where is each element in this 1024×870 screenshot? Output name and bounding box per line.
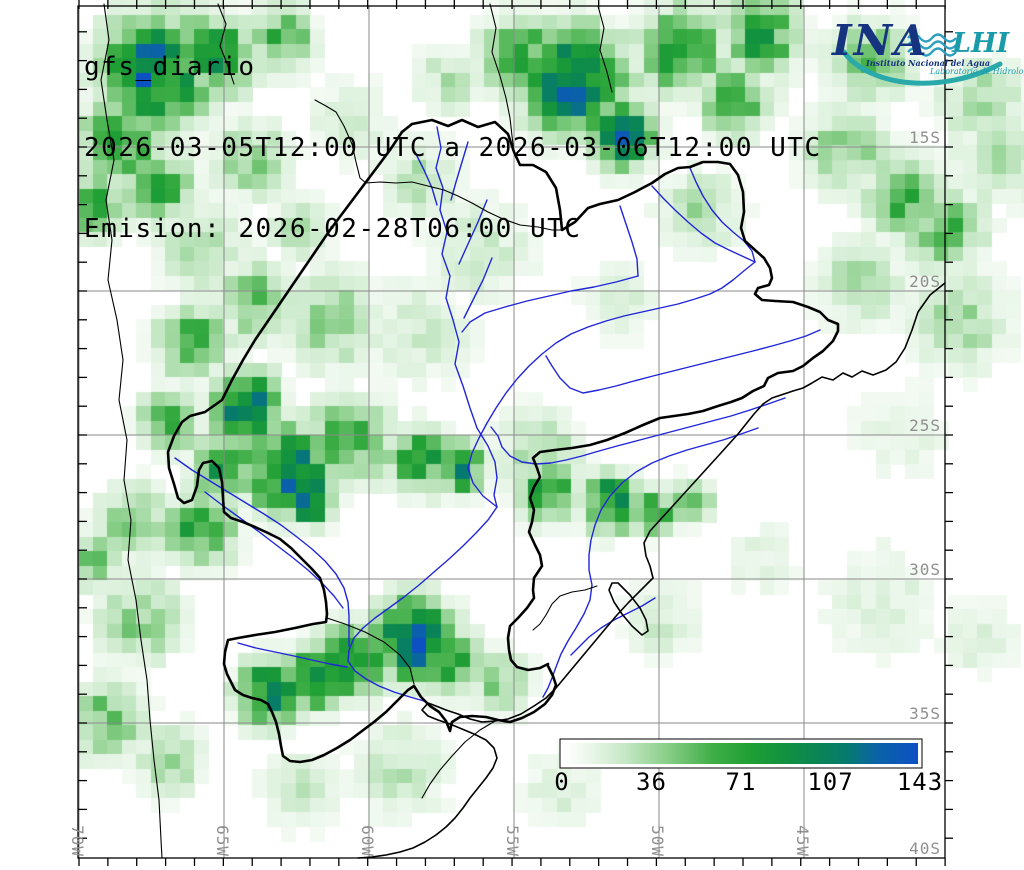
colorbar-tick-label: 143 (896, 768, 944, 796)
ina-subtitle: Instituto Nacional del Agua (866, 58, 990, 68)
lat-label: 30S (909, 560, 941, 579)
colorbar-tick-label: 71 (725, 768, 757, 796)
colorbar (559, 738, 923, 769)
plot-title-block: gfs_diario 2026-03-05T12:00 UTC a 2026-0… (84, 0, 822, 297)
lon-label: 70W (68, 825, 87, 857)
lhi-subtitle: Laboratorio de Hidrología (930, 67, 1024, 76)
ina-logo: INA Instituto Nacional del Agua LHI Labo… (826, 10, 1024, 90)
lhi-wordmark: LHI (952, 28, 1010, 59)
swoosh-arc-icon (841, 49, 1003, 86)
lon-label: 55W (503, 825, 522, 857)
colorbar-tick-label: 36 (636, 768, 667, 796)
plot-title: gfs_diario (84, 52, 256, 82)
lat-label: 25S (909, 416, 941, 435)
wave-lines-icon (907, 33, 957, 57)
ina-wordmark: INA (832, 16, 929, 65)
lat-label: 35S (909, 704, 941, 723)
lon-label: 65W (213, 825, 232, 857)
emission-time: Emision: 2026-02-28T06:00 UTC (84, 214, 582, 244)
lat-label: 15S (909, 128, 941, 147)
forecast-period: 2026-03-05T12:00 UTC a 2026-03-06T12:00 … (84, 133, 822, 163)
lat-label: 40S (909, 839, 941, 858)
lon-label: 50W (648, 825, 667, 857)
lon-label: 45W (793, 825, 812, 857)
lon-label: 60W (358, 825, 377, 857)
lat-label: 20S (909, 272, 941, 291)
colorbar-tick-label: 107 (807, 768, 854, 796)
colorbar-tick-label: 0 (554, 768, 570, 796)
